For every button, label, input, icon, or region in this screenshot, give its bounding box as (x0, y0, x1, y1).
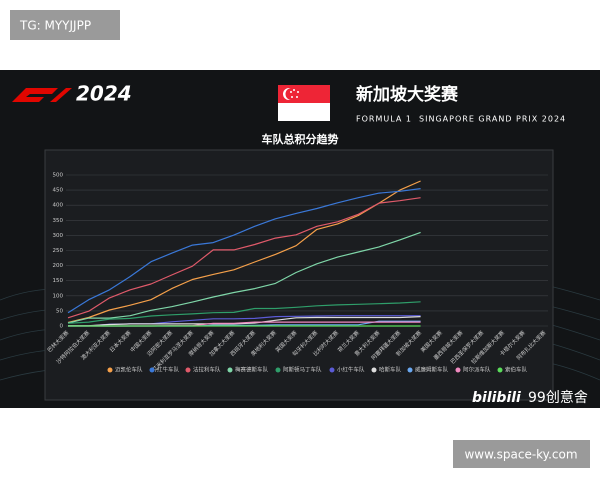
legend-label: 哈斯车队 (379, 366, 402, 374)
legend-swatch (275, 367, 281, 373)
legend-label: 红牛车队 (157, 366, 180, 374)
logo-year: 2024 (76, 82, 132, 106)
series-line (67, 180, 421, 323)
legend-swatch (185, 367, 191, 373)
y-tick-label: 350 (53, 218, 64, 224)
channel: 99创意舍 (528, 389, 588, 406)
y-tick-label: 300 (53, 233, 64, 239)
y-tick-label: 150 (53, 278, 64, 284)
brand: bilibili (472, 390, 521, 406)
legend-label: 阿尔派车队 (463, 366, 491, 374)
f1-logo (12, 88, 72, 102)
legend-swatch (407, 367, 413, 373)
y-tick-label: 450 (53, 188, 64, 194)
series-line (67, 188, 421, 314)
site-box (453, 440, 590, 468)
legend-swatch (227, 367, 233, 373)
legend-label: 法拉利车队 (193, 366, 221, 374)
watermark-box (10, 10, 120, 40)
series-line (68, 316, 421, 327)
legend-swatch (497, 367, 503, 373)
chart-panel (44, 149, 554, 401)
watermark: TG: MYYJJPP (19, 19, 91, 33)
series-line (67, 301, 421, 324)
y-tick-label: 0 (60, 324, 64, 330)
legend-label: 梅赛德斯车队 (235, 366, 269, 374)
legend-swatch (329, 367, 335, 373)
y-tick-label: 50 (56, 308, 63, 314)
singapore-flag (278, 85, 330, 121)
legend-label: 阿斯顿马丁车队 (283, 366, 322, 374)
y-tick-label: 400 (53, 203, 64, 209)
chart-title: 车队总积分趋势 (262, 132, 339, 146)
series-line (67, 197, 421, 319)
site: www.space-ky.com (464, 448, 577, 462)
legend-label: 迈凯伦车队 (115, 366, 143, 374)
header-subtitle: FORMULA 1 SINGAPORE GRAND PRIX 2024 (356, 115, 566, 124)
legend-label: 威廉姆斯车队 (415, 366, 449, 374)
legend-swatch (371, 367, 377, 373)
legend-swatch (107, 367, 113, 373)
y-tick-label: 250 (53, 248, 64, 254)
legend-swatch (149, 367, 155, 373)
y-tick-label: 200 (53, 263, 64, 269)
y-tick-label: 100 (53, 293, 64, 299)
header-title: 新加坡大奖赛 (356, 84, 459, 105)
legend-label: 小红牛车队 (337, 366, 365, 374)
series-line (67, 231, 421, 324)
legend-swatch (455, 367, 461, 373)
y-tick-label: 500 (53, 173, 64, 179)
legend-label: 索伯车队 (505, 366, 528, 374)
